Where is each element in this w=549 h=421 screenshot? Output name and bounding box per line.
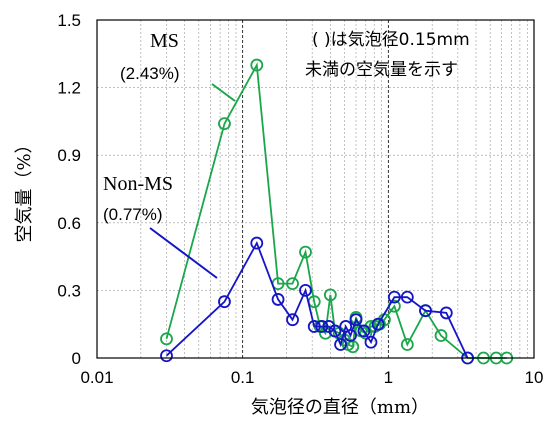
series-layer	[160, 58, 514, 365]
y-tick-label: 0.9	[57, 146, 81, 165]
data-point-ms	[250, 58, 264, 72]
data-point-nonms	[364, 335, 378, 349]
tick-labels: 0.01 0.1 1 10 0 0.3 0.6 0.9 1.2 1.5	[57, 11, 543, 387]
data-point-nonms	[307, 320, 321, 333]
y-tick-label: 1.5	[57, 11, 81, 30]
series-label-nonms-pointer	[149, 227, 218, 279]
data-point-ms	[218, 117, 231, 131]
data-point-ms	[400, 338, 414, 351]
x-tick-label: 10	[525, 368, 544, 387]
data-point-nonms	[271, 293, 285, 306]
data-point-nonms	[160, 349, 173, 363]
x-axis-title: 気泡径の直径（mm）	[251, 397, 429, 418]
y-tick-label: 1.2	[57, 79, 81, 98]
y-tick-label: 0	[72, 349, 81, 368]
series-label-ms-name: MS	[150, 30, 179, 52]
data-point-nonms	[439, 306, 453, 320]
annotation-line-2: 未満の空気量を示す	[305, 60, 458, 80]
data-point-ms	[323, 288, 337, 302]
data-point-ms	[286, 277, 299, 291]
data-point-nonms	[250, 236, 264, 250]
data-point-nonms	[218, 295, 231, 309]
series-label-ms-value: (2.43%)	[120, 64, 180, 83]
data-point-nonms	[334, 338, 347, 351]
data-point-nonms	[344, 329, 357, 342]
data-point-nonms	[299, 283, 312, 297]
series-line-nonms	[165, 240, 469, 359]
series-nonms	[160, 236, 474, 365]
data-point-ms	[160, 332, 173, 346]
data-point-nonms	[349, 313, 363, 327]
x-tick-label: 1	[384, 368, 393, 387]
data-point-ms	[299, 245, 312, 259]
y-axis-title: 空気量（%）	[14, 135, 35, 242]
series-label-nonms-name: Non-MS	[103, 173, 173, 195]
y-tick-label: 0.3	[57, 281, 81, 300]
data-point-nonms	[286, 313, 299, 327]
series-label-nonms-value: (0.77%)	[103, 205, 163, 224]
data-point-nonms	[400, 290, 414, 304]
y-tick-label: 0.6	[57, 214, 81, 233]
data-point-nonms	[419, 304, 432, 318]
annotation-line-1: ( )は気泡径0.15mm	[312, 30, 470, 50]
plot-background	[97, 20, 534, 358]
data-point-nonms	[357, 324, 371, 338]
data-point-nonms	[328, 324, 342, 338]
data-point-nonms	[315, 320, 329, 333]
data-point-nonms	[387, 290, 401, 304]
x-tick-label: 0.01	[80, 368, 113, 387]
data-point-ms	[319, 326, 332, 340]
series-label-ms-pointer	[211, 83, 236, 102]
data-point-ms	[434, 329, 448, 342]
data-point-nonms	[371, 317, 385, 331]
x-tick-label: 0.1	[231, 368, 255, 387]
plot-frame	[96, 19, 535, 359]
